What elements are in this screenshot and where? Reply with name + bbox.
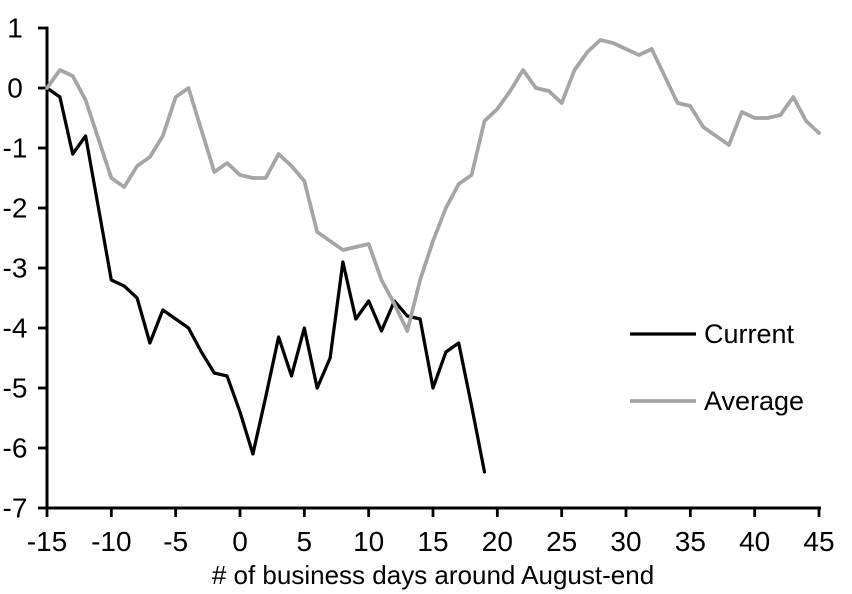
y-tick-label: 0 [7, 73, 23, 104]
axes [45, 26, 821, 510]
y-tick-label: -6 [3, 433, 28, 464]
y-tick-label: -4 [3, 313, 28, 344]
axis-tick-labels: 10-1-2-3-4-5-6-7-15 -10 -5 0 5 10 15 20 25 30 35 40… [3, 13, 835, 558]
y-tick-label: -2 [3, 193, 28, 224]
x-axis-title: # of business days around August-end [212, 560, 654, 590]
legend-label-average: Average [704, 386, 804, 416]
y-tick-label: 1 [7, 13, 23, 44]
series-line-average [45, 38, 821, 333]
x-tick-label: 35 [675, 526, 706, 557]
legend-label-current: Current [704, 319, 795, 349]
x-tick-label: 5 [297, 526, 313, 557]
y-tick-label: -3 [3, 253, 28, 284]
x-tick-label: 0 [232, 526, 248, 557]
legend: Current Average [630, 319, 804, 416]
series-lines [45, 38, 821, 474]
x-tick-label: 15 [417, 526, 448, 557]
x-tick-label: -5 [163, 526, 188, 557]
y-tick-label: -1 [3, 133, 28, 164]
x-tick-label: 20 [482, 526, 513, 557]
x-tick-label: -10 [91, 526, 131, 557]
x-tick-label: 40 [739, 526, 770, 557]
x-tick-label: 25 [546, 526, 577, 557]
y-tick-label: -5 [3, 373, 28, 404]
x-tick-label: 30 [610, 526, 641, 557]
x-tick-label: 45 [803, 526, 834, 557]
axis-ticks [38, 26, 821, 517]
x-tick-label: 10 [353, 526, 384, 557]
x-tick-label: -15 [27, 526, 67, 557]
y-tick-label: -7 [3, 493, 28, 524]
